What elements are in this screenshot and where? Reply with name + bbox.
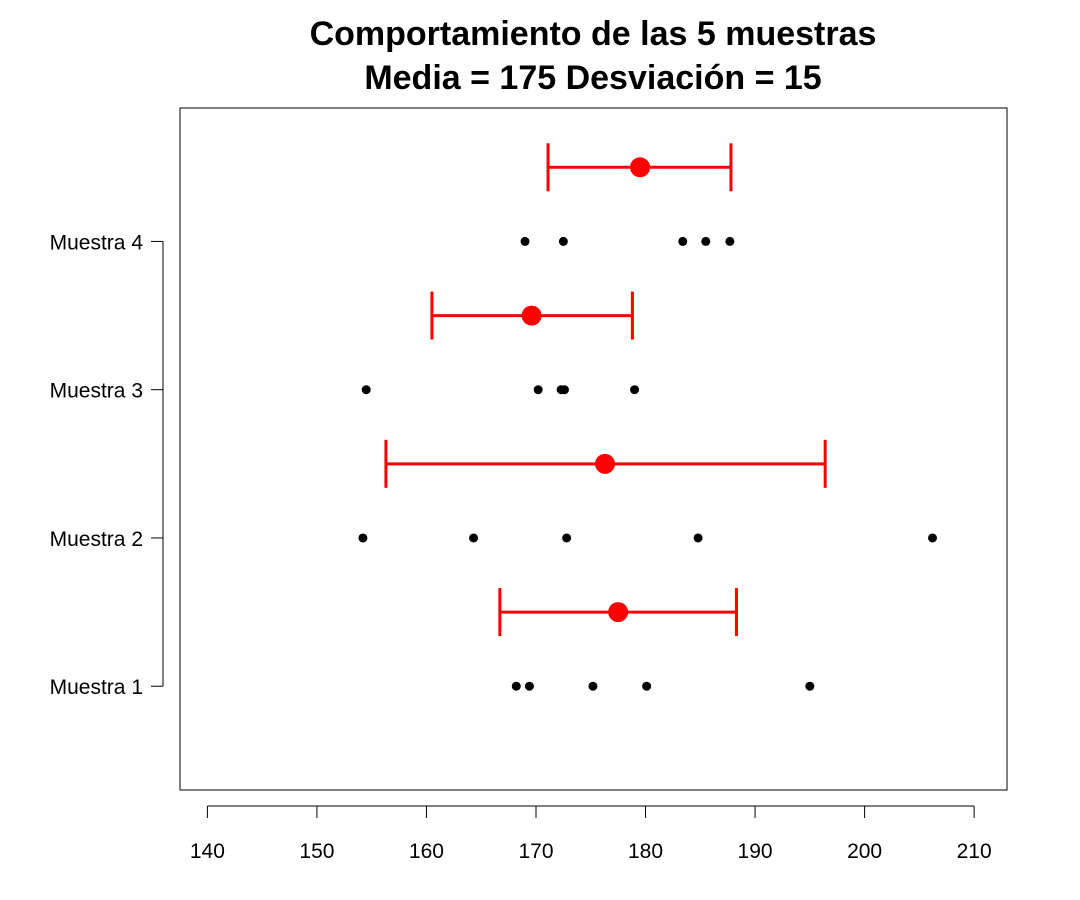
y-tick-label: Muestra 4 (50, 231, 144, 254)
sample-point (701, 236, 711, 246)
x-tick-label: 200 (847, 840, 882, 863)
sample-point (524, 681, 534, 691)
y-tick-label: Muestra 1 (50, 676, 143, 699)
x-tick-label: 150 (299, 840, 334, 863)
x-tick-label: 180 (628, 840, 663, 863)
sample-point (469, 533, 479, 543)
x-tick-label: 140 (190, 840, 225, 863)
sample-point (588, 681, 598, 691)
sample-point (725, 236, 735, 246)
mean-point (630, 157, 651, 178)
sample-point (533, 385, 543, 395)
sample-point (805, 681, 815, 691)
sample-point (678, 236, 688, 246)
x-tick-label: 160 (409, 840, 444, 863)
sample-point (562, 533, 572, 543)
sample-point (558, 236, 568, 246)
sample-point (630, 385, 640, 395)
sample-point (559, 385, 569, 395)
sample-point (361, 385, 371, 395)
sample-point (520, 236, 530, 246)
y-tick-label: Muestra 2 (50, 528, 143, 551)
sample-point (928, 533, 938, 543)
x-tick-label: 190 (738, 840, 773, 863)
sample-points-series (358, 236, 938, 691)
interval-series (384, 143, 827, 637)
sample-point (693, 533, 703, 543)
sample-point (642, 681, 652, 691)
x-tick-label: 170 (518, 840, 553, 863)
x-tick-label: 210 (957, 840, 992, 863)
sample-point (511, 681, 521, 691)
x-axis: 140 150 160 170 180 190 200 210 (190, 805, 992, 863)
sample-point (358, 533, 368, 543)
mean-point (608, 602, 629, 623)
y-tick-label: Muestra 3 (50, 380, 143, 403)
chart-title: Comportamiento de las 5 muestras (310, 15, 877, 53)
y-axis: Muestra 1 Muestra 2 Muestra 3 Muestra 4 (50, 231, 164, 699)
plot-frame (179, 107, 1008, 791)
mean-point (521, 305, 542, 326)
chart-subtitle: Media = 175 Desviación = 15 (364, 59, 821, 97)
mean-point (595, 453, 616, 474)
